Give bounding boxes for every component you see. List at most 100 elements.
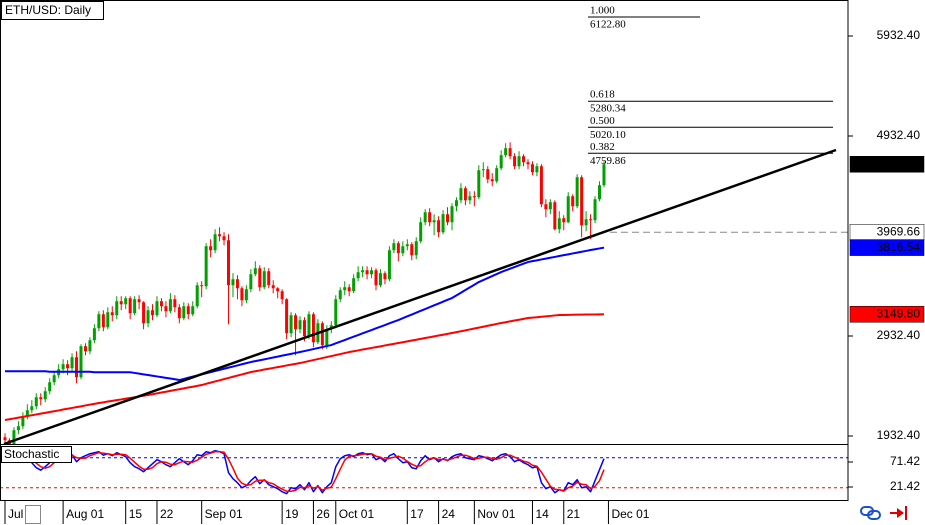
overlay: 1.000 6122.80 0.618 5280.340.500 5020.100.38…	[588, 4, 848, 233]
price-tag	[849, 306, 925, 323]
candle-body	[504, 148, 508, 156]
candle-body	[97, 314, 101, 329]
candle-body	[472, 196, 476, 198]
title-box	[1, 1, 104, 20]
candle-body	[481, 169, 485, 171]
candle-body	[119, 301, 123, 305]
shift-icon[interactable]	[890, 506, 907, 520]
candle-body	[302, 320, 306, 337]
fib-price: 4759.86	[590, 155, 626, 167]
candle-body	[262, 271, 266, 288]
y-tick-label: 21.42	[890, 479, 920, 493]
candle-body	[222, 236, 226, 241]
candle-body	[593, 199, 597, 221]
y-tick-label: 5932.40	[877, 28, 921, 42]
candle-body	[110, 312, 114, 316]
candle-body	[477, 170, 481, 198]
x-tick-label: Aug 01	[66, 507, 104, 521]
candle-body	[437, 220, 441, 233]
candle-body	[401, 246, 405, 254]
chart-title: ETH/USD: Daily	[5, 3, 91, 17]
candle-body	[571, 196, 575, 207]
candle-body	[92, 328, 96, 341]
y-tick-label: 71.42	[890, 454, 920, 468]
x-tick-label: Nov 01	[477, 507, 515, 521]
candle-body	[88, 340, 92, 352]
x-tick-label: 24	[442, 507, 456, 521]
candle-body	[137, 299, 141, 303]
candle-body	[361, 270, 365, 273]
price-tag	[849, 239, 925, 256]
candle-body	[432, 220, 436, 223]
candle-body	[289, 315, 293, 334]
candle-body	[526, 162, 530, 165]
trend-line	[3, 148, 837, 446]
fib-price: 5280.34	[590, 103, 626, 115]
y-tick-label: 4932.40	[877, 128, 921, 142]
arrow-head	[897, 508, 904, 518]
x-tick-label: 19	[285, 507, 299, 521]
stochastic-panel	[0, 449, 848, 495]
candle-body	[548, 202, 552, 210]
candle-body	[267, 271, 271, 286]
indicator-title-box	[1, 446, 72, 463]
candle-body	[186, 306, 190, 315]
candle-body	[159, 301, 163, 307]
candle-body	[508, 148, 512, 157]
candle-body	[25, 410, 29, 417]
candle-body	[3, 437, 7, 441]
candle-body	[334, 299, 338, 326]
candle-body	[589, 219, 593, 221]
candle-body	[249, 274, 253, 290]
y-tick-label: 1932.40	[877, 428, 921, 442]
candle-body	[419, 222, 423, 242]
candle-body	[535, 166, 539, 173]
candle-body	[450, 206, 454, 223]
fib-price: 6122.80	[590, 18, 626, 30]
candle-body	[285, 299, 289, 334]
candle-body	[392, 243, 396, 251]
moving-average	[4, 313, 604, 422]
frame	[0, 0, 849, 501]
x-tick-label: 26	[316, 507, 330, 521]
candle-body	[383, 273, 387, 280]
x-tick-label: 14	[535, 507, 549, 521]
candle-body	[454, 200, 458, 207]
candle-body	[343, 287, 347, 291]
candle-body	[21, 416, 25, 427]
candle-body	[378, 273, 382, 286]
stochastic-line	[4, 450, 605, 492]
x-tick-label: 22	[160, 507, 174, 521]
fib-price: 5020.10	[590, 129, 626, 141]
candle-body	[151, 310, 155, 316]
candle-body	[307, 314, 311, 337]
candle-body	[30, 406, 34, 411]
candle-body	[75, 357, 79, 378]
candle-body	[539, 166, 543, 205]
candle-body	[164, 306, 168, 312]
candle-body	[441, 214, 445, 233]
candle-body	[66, 364, 70, 369]
stochastic-line	[4, 449, 605, 495]
candle-body	[347, 287, 351, 292]
candle-body	[566, 196, 570, 223]
candle-body	[517, 156, 521, 167]
candle-body	[34, 397, 38, 407]
fib-ratio: 1.000	[590, 4, 615, 16]
candle-body	[575, 177, 579, 207]
candle-body	[387, 250, 391, 280]
candle-body	[235, 279, 239, 289]
candle-body	[365, 270, 369, 275]
candle-body	[191, 306, 195, 315]
candle-body	[155, 301, 159, 316]
x-tick-label: 17	[410, 507, 424, 521]
candle-body	[79, 346, 83, 378]
candle-body	[168, 299, 172, 312]
candle-body	[530, 164, 534, 173]
candle-body	[499, 155, 503, 169]
candle-body	[553, 202, 557, 230]
candle-body	[83, 346, 87, 352]
link-icon[interactable]	[860, 506, 881, 520]
candle-body	[43, 391, 47, 400]
